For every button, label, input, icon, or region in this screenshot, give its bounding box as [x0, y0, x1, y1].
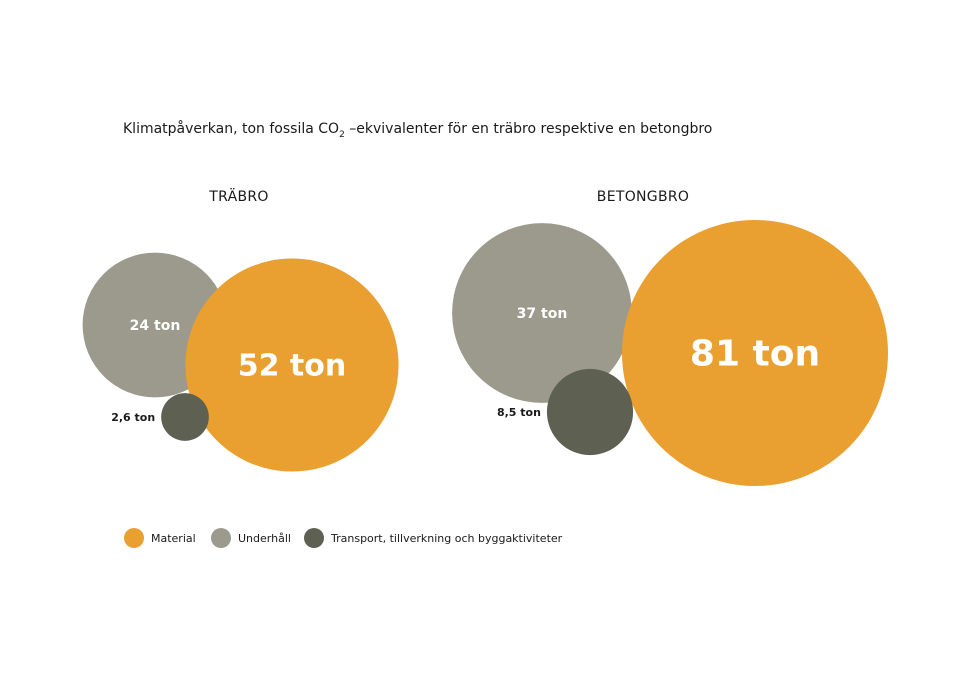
bubble-label-trbro-underhll: 24 ton	[130, 318, 181, 334]
chart-title: Klimatpåverkan, ton fossila CO2 –ekvival…	[123, 120, 712, 140]
bubble-betongbro-underhll	[452, 223, 632, 403]
legend-swatch-material	[124, 528, 144, 548]
group-title-trabro: TRÄBRO	[208, 187, 268, 205]
bubble-label-trbro-material: 52 ton	[238, 349, 347, 384]
legend: Material Underhåll Transport, tillverkning…	[124, 528, 563, 548]
legend-label-transport: Transport, tillverkning och byggaktivite…	[330, 532, 563, 545]
legend-label-material: Material	[151, 532, 196, 545]
bubble-trbro-transport	[161, 393, 209, 441]
bubble-betongbro-material	[622, 220, 888, 486]
bubble-label-betongbro-underhll: 37 ton	[517, 306, 568, 322]
bubble-betongbro-transport	[546, 368, 634, 456]
chart-title-suffix: –ekvivalenter för en träbro respektive e…	[345, 121, 713, 137]
chart-title-prefix: Klimatpåverkan, ton fossila CO	[123, 120, 339, 137]
bubble-label-betongbro-transport: 8,5 ton	[497, 406, 541, 419]
bubble-label-trbro-transport: 2,6 ton	[111, 411, 155, 424]
legend-swatch-underhll	[211, 528, 231, 548]
chart-title-subscript: 2	[339, 130, 345, 140]
bubble-label-betongbro-material: 81 ton	[690, 334, 820, 375]
group-title-betongbro: BETONGBRO	[597, 189, 689, 205]
bubble-trbro-material	[185, 258, 399, 472]
bubble-layer: 24 ton 52 ton 2,6 ton 37 ton 81 ton 8,5 ton	[82, 220, 888, 486]
legend-swatch-transport	[304, 528, 324, 548]
legend-label-underhll: Underhåll	[238, 532, 291, 545]
